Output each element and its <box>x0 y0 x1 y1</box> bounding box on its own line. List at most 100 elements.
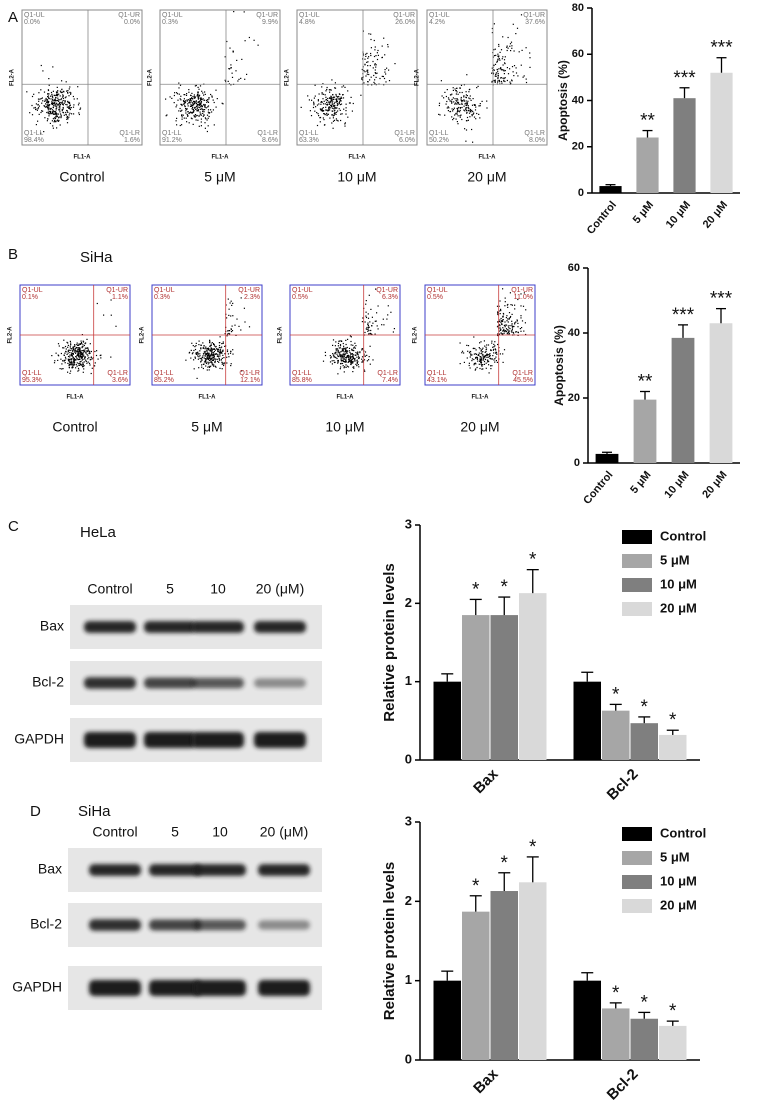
event-dot <box>452 87 454 89</box>
quadrant-percent: 45.5% <box>513 377 533 384</box>
event-dot <box>63 360 65 362</box>
event-dot <box>79 108 81 110</box>
y-tick-label: 2 <box>405 595 412 610</box>
event-dot <box>475 118 477 120</box>
event-dot <box>479 103 481 105</box>
event-dot <box>67 362 69 364</box>
event-dot <box>69 108 71 111</box>
quadrant-percent: 0.3% <box>154 294 170 301</box>
event-dot <box>184 106 186 108</box>
event-dot <box>189 101 191 103</box>
event-dot <box>215 106 217 108</box>
event-dot <box>345 360 347 362</box>
event-dot <box>195 101 197 103</box>
event-dot <box>227 330 229 332</box>
event-dot <box>201 105 203 107</box>
event-dot <box>372 322 374 324</box>
event-dot <box>495 356 497 358</box>
event-dot <box>336 107 338 109</box>
event-dot <box>207 111 209 113</box>
event-dot <box>231 330 234 332</box>
event-dot <box>333 108 335 110</box>
event-dot <box>206 353 208 355</box>
event-dot <box>374 69 376 71</box>
event-dot <box>504 301 506 303</box>
event-dot <box>370 308 372 310</box>
event-dot <box>54 102 56 104</box>
event-dot <box>227 298 229 300</box>
event-dot <box>335 348 337 350</box>
event-dot <box>445 95 447 98</box>
blot-band <box>144 732 196 748</box>
quadrant-name: Q1-UL <box>292 287 313 294</box>
event-dot <box>456 87 458 89</box>
event-dot <box>374 49 376 51</box>
event-dot <box>47 103 49 105</box>
event-dot <box>377 49 379 52</box>
event-dot <box>451 98 453 101</box>
event-dot <box>29 112 31 114</box>
quadrant-name: Q1-UR <box>118 12 140 19</box>
event-dot <box>321 108 323 110</box>
bar <box>490 615 518 760</box>
event-dot <box>448 98 450 100</box>
event-dot <box>200 348 202 350</box>
event-dot <box>459 111 461 113</box>
event-dot <box>48 107 50 109</box>
event-dot <box>387 314 389 316</box>
event-dot <box>186 113 188 116</box>
event-dot <box>392 331 394 333</box>
event-dot <box>197 96 199 98</box>
event-dot <box>66 116 68 118</box>
event-dot <box>204 355 206 357</box>
event-dot <box>221 368 223 370</box>
event-dot <box>52 102 54 104</box>
event-dot <box>197 106 199 108</box>
event-dot <box>86 353 88 356</box>
event-dot <box>385 81 387 83</box>
legend-label: 10 μM <box>660 576 697 591</box>
event-dot <box>79 355 82 357</box>
event-dot <box>53 105 55 107</box>
event-dot <box>351 353 354 355</box>
event-dot <box>317 100 319 102</box>
event-dot <box>190 104 192 106</box>
event-dot <box>507 331 509 333</box>
event-dot <box>201 104 203 107</box>
event-dot <box>220 350 222 352</box>
event-dot <box>46 120 48 122</box>
event-dot <box>317 99 319 101</box>
event-dot <box>89 364 91 366</box>
event-dot <box>68 107 70 109</box>
event-dot <box>499 319 501 321</box>
event-dot <box>73 347 75 349</box>
event-dot <box>230 84 232 86</box>
event-dot <box>497 80 499 82</box>
event-dot <box>227 333 229 335</box>
event-dot <box>351 362 353 364</box>
event-dot <box>483 355 485 358</box>
event-dot <box>340 103 343 105</box>
event-dot <box>82 340 84 342</box>
event-dot <box>465 102 467 104</box>
event-dot <box>505 328 508 330</box>
protein-label: Bax <box>40 618 64 634</box>
event-dot <box>175 106 177 108</box>
event-dot <box>336 119 338 121</box>
event-dot <box>453 101 455 103</box>
event-dot <box>211 349 213 351</box>
event-dot <box>197 355 199 357</box>
event-dot <box>337 373 339 375</box>
event-dot <box>213 101 215 104</box>
event-dot <box>461 350 464 352</box>
event-dot <box>491 32 493 34</box>
event-dot <box>491 358 494 360</box>
quadrant-percent: 0.5% <box>427 294 443 301</box>
event-dot <box>197 109 199 111</box>
event-dot <box>230 315 232 317</box>
event-dot <box>511 326 513 328</box>
y-tick-label: 3 <box>405 813 412 828</box>
event-dot <box>200 125 202 127</box>
event-dot <box>376 58 379 61</box>
event-dot <box>59 109 61 111</box>
